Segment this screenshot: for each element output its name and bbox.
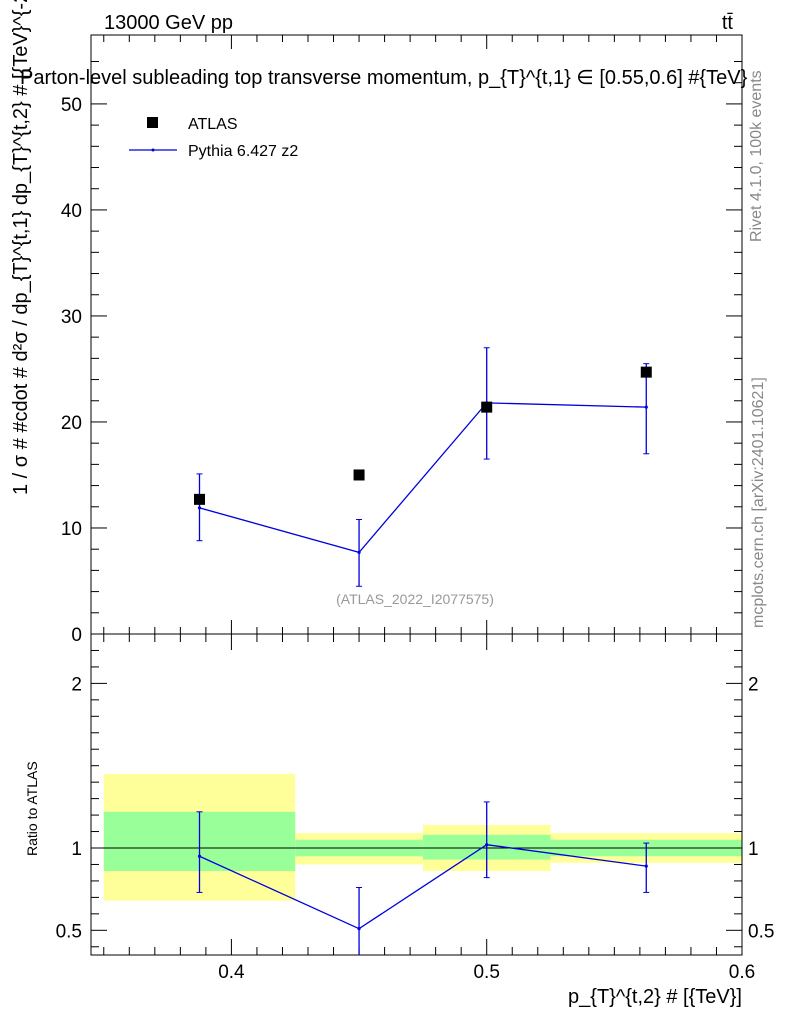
ratio-pythia-point [644,864,648,868]
main-plot: 10 20 30 40 50 0 [61,34,743,646]
legend: ATLAS Pythia 6.427 z2 [129,116,298,160]
pythia-point [197,506,202,510]
ratio-x-tick-label: 0.6 [729,962,755,983]
atlas-data-point [481,401,493,413]
legend-pythia-label: Pythia 6.427 z2 [188,143,298,160]
main-y-tick-label: 40 [61,201,82,222]
ratio-y-tick-label: 2 [71,674,82,695]
atlas-data-point [353,469,365,481]
main-y-tick-label-zero: 0 [71,625,82,646]
ratio-x-tick-label: 0.5 [473,962,499,983]
analysis-reference-label: (ATLAS_2022_I2077575) [336,591,494,607]
mcplots-label: mcplots.cern.ch [arXiv:2401.10621] [750,377,767,628]
ratio-plot: 0.5 0.5 1 1 2 2 0.4 0.5 0.6 [56,633,774,983]
x-axis-title: p_{T}^{t,2} # [{TeV}] [568,986,742,1008]
ratio-pythia-point [197,854,202,858]
ratio-pythia-line [199,844,647,930]
pythia-point [357,550,361,554]
ratio-pythia-point [485,843,489,847]
ratio-y-tick-label-right: 1 [748,839,759,860]
process-label: tt̄ [722,12,734,34]
atlas-data-point [640,366,652,378]
energy-label: 13000 GeV pp [104,12,233,34]
ratio-y-axis-title: Ratio to ATLAS [24,761,40,856]
pythia-point [644,405,648,409]
legend-atlas-label: ATLAS [188,116,238,133]
main-y-tick-label: 50 [61,95,82,116]
ratio-y-tick-label: 0.5 [56,921,82,942]
main-y-tick-label: 10 [61,519,82,540]
main-y-tick-label: 30 [61,307,82,328]
ratio-plot-frame [90,633,743,956]
main-plot-title: Parton-level subleading top transverse m… [20,67,748,89]
ratio-y-tick-label: 1 [71,839,82,860]
ratio-pythia-point [357,927,361,931]
atlas-data-point [194,493,205,505]
legend-atlas-marker [147,117,158,128]
ratio-y-tick-label-right: 2 [748,674,759,695]
main-y-tick-label: 20 [61,413,82,434]
pythia-series-line [199,402,647,554]
ratio-x-tick-label: 0.4 [218,962,245,983]
legend-pythia-marker [151,148,155,152]
ratio-y-tick-label-right: 0.5 [748,921,774,942]
main-y-axis-title: 1 / σ # #cdot # d²σ / dp_{T}^{t,1} dp_{T… [10,0,32,495]
rivet-version-label: Rivet 4.1.0, 100k events [748,70,765,242]
